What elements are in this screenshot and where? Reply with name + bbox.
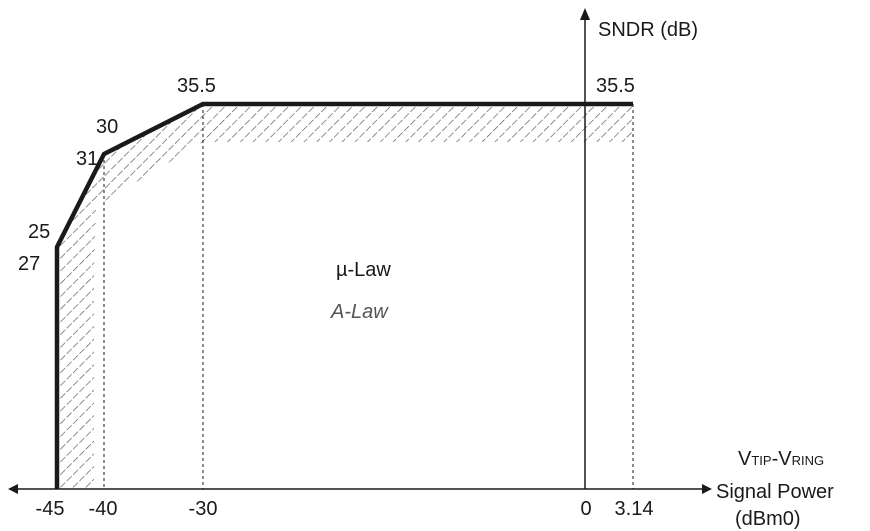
x-axis-label-line3: (dBm0) xyxy=(735,508,801,530)
point-label-mu-law-minus40: 31 xyxy=(76,148,98,170)
sndr-curve xyxy=(54,101,633,489)
v-ring-main: V xyxy=(778,448,792,470)
x-axis-arrow-left xyxy=(8,484,18,494)
x-tick-label: -30 xyxy=(189,498,218,520)
v-tip-sub: TIP xyxy=(751,453,771,468)
y-axis-label: SNDR (dB) xyxy=(598,19,698,41)
v-dash: - xyxy=(772,448,779,470)
point-label-3-14: 35.5 xyxy=(596,75,635,97)
x-axis-label-line2: Signal Power xyxy=(716,481,834,503)
point-label-mu-law-minus45: 27 xyxy=(18,253,40,275)
x-tick-label: -40 xyxy=(89,498,118,520)
legend-a-law: A-Law xyxy=(330,301,389,323)
v-ring-sub: RING xyxy=(792,453,825,468)
point-label-a-law-minus45: 25 xyxy=(28,221,50,243)
v-tip-main: V xyxy=(738,448,752,470)
point-label-minus30: 35.5 xyxy=(177,75,216,97)
point-label-a-law-minus40: 30 xyxy=(96,116,118,138)
x-tick-label: -45 xyxy=(36,498,65,520)
tolerance-band xyxy=(57,104,633,489)
x-axis-label-line1: VTIP-VRING xyxy=(738,448,824,470)
x-tick-label: 3.14 xyxy=(615,498,654,520)
y-axis-arrow xyxy=(580,8,590,20)
guide-lines xyxy=(103,104,634,489)
x-tick-label: 0 xyxy=(580,498,591,520)
legend-mu-law: µ-Law xyxy=(336,259,391,281)
x-axis-arrow-right xyxy=(702,484,712,494)
